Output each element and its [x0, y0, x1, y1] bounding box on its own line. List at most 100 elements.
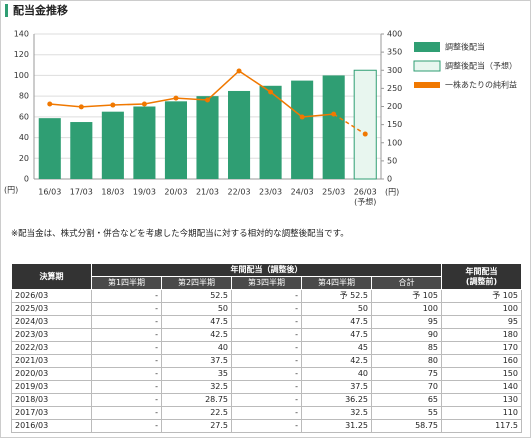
point	[141, 101, 147, 107]
header-cell: 第2四半期	[161, 276, 232, 290]
y-tick-label: 60	[19, 112, 29, 121]
cell: 110	[441, 406, 522, 420]
cell: 58.75	[371, 419, 442, 433]
cell: -	[231, 393, 302, 407]
point	[299, 114, 305, 120]
cell: -	[91, 289, 162, 303]
table-row: 2026/03-52.5- 予 52.5 予 105 予 105	[11, 289, 522, 303]
y-tick-label: 140	[14, 30, 29, 39]
x-tick-label: 16/03	[38, 188, 61, 197]
cell: 95	[441, 315, 522, 329]
cell: -	[91, 406, 162, 420]
legend-label: 一株あたりの純利益	[445, 80, 517, 90]
cell: 150	[441, 367, 522, 381]
bar	[70, 122, 93, 179]
point	[268, 89, 274, 95]
cell: 28.75	[161, 393, 232, 407]
cell: 180	[441, 328, 522, 342]
x-tick-label: 20/03	[164, 188, 187, 197]
y-tick-label: 0	[24, 175, 29, 184]
cell: 80	[371, 354, 442, 368]
note: ※配当金は、株式分割・併合などを考慮した今期配当に対する相対的な調整後配当です。	[11, 229, 349, 239]
header-text: (調整前)	[465, 276, 498, 286]
cell: 65	[371, 393, 442, 407]
cell: -	[231, 367, 302, 381]
point	[47, 101, 53, 107]
bar	[133, 106, 156, 179]
point	[173, 95, 179, 101]
y2-tick-label: 50	[387, 156, 397, 165]
cell: 140	[441, 380, 522, 394]
bar	[38, 118, 61, 179]
cell: 45	[301, 341, 372, 355]
legend-swatch	[414, 42, 440, 52]
cell: -	[91, 341, 162, 355]
cell: -	[231, 341, 302, 355]
y2-tick-label: 0	[387, 175, 392, 184]
y-tick-label: 120	[14, 50, 29, 59]
header-cell: 第1四半期	[91, 276, 162, 290]
y2-tick-label: 300	[387, 66, 402, 75]
x-tick-label: 25/03	[322, 188, 345, 197]
table-row: 2016/03-27.5-31.25 58.75 117.5	[11, 419, 522, 433]
cell: 37.5	[301, 380, 372, 394]
bar	[353, 69, 377, 180]
table-row: 2025/03-50-50 100 100	[11, 302, 522, 316]
y-unit: (円)	[4, 186, 18, 195]
cell: 予 105	[441, 289, 522, 303]
cell: 170	[441, 341, 522, 355]
legend-label: 調整後配当	[445, 42, 485, 52]
header-cell: 年間配当（調整後）	[91, 263, 442, 277]
forecast-segment	[333, 113, 366, 135]
cell: 予 52.5	[301, 289, 372, 303]
cell: 117.5	[441, 419, 522, 433]
cell: 40	[161, 341, 232, 355]
table-row: 2024/03-47.5-47.5 95 95	[11, 315, 522, 329]
point	[205, 97, 210, 103]
cell: 47.5	[301, 328, 372, 342]
header-cell: 第3四半期	[231, 276, 302, 290]
cell: -	[91, 380, 162, 394]
cell: -	[91, 354, 162, 368]
legend-swatch	[413, 60, 441, 72]
cell: 2026/03	[11, 289, 92, 303]
cell: -	[231, 380, 302, 394]
y2-tick-label: 100	[387, 138, 402, 147]
cell: 2024/03	[11, 315, 92, 329]
y-tick-label: 100	[14, 71, 29, 80]
bar	[259, 85, 282, 179]
y2-tick-label: 250	[387, 84, 402, 93]
cell: 2023/03	[11, 328, 92, 342]
cell: 90	[371, 328, 442, 342]
point	[78, 104, 84, 110]
header-bar	[5, 4, 8, 17]
table-row: 2019/03-32.5-37.5 70 140	[11, 380, 522, 394]
cell: -	[231, 328, 302, 342]
cell: 2020/03	[11, 367, 92, 381]
cell: -	[91, 328, 162, 342]
cell: 160	[441, 354, 522, 368]
cell: 2022/03	[11, 341, 92, 355]
cell: 42.5	[301, 354, 372, 368]
table-row: 2020/03-35-40 75 150	[11, 367, 522, 381]
line	[49, 70, 334, 118]
dividend-table: 決算期 年間配当（調整後） 年間配当 (調整前) 第1四半期 第2四半期 第3四半期第…	[11, 263, 522, 433]
cell: -	[231, 406, 302, 420]
cell: -	[231, 315, 302, 329]
header-text: 年間配当	[465, 266, 498, 276]
y2-unit: (円)	[385, 188, 399, 197]
cell: 2016/03	[11, 419, 92, 433]
cell: 95	[371, 315, 442, 329]
header-cell: 年間配当 (調整前)	[441, 263, 522, 290]
cell: 52.5	[161, 289, 232, 303]
cell: -	[91, 419, 162, 433]
point	[110, 102, 116, 108]
header-cell: 合計	[371, 276, 442, 290]
cell: 130	[441, 393, 522, 407]
bar	[228, 90, 251, 179]
cell: 47.5	[161, 315, 232, 329]
cell: 2019/03	[11, 380, 92, 394]
cell: -	[231, 419, 302, 433]
header-title: 配当金推移	[13, 3, 68, 17]
